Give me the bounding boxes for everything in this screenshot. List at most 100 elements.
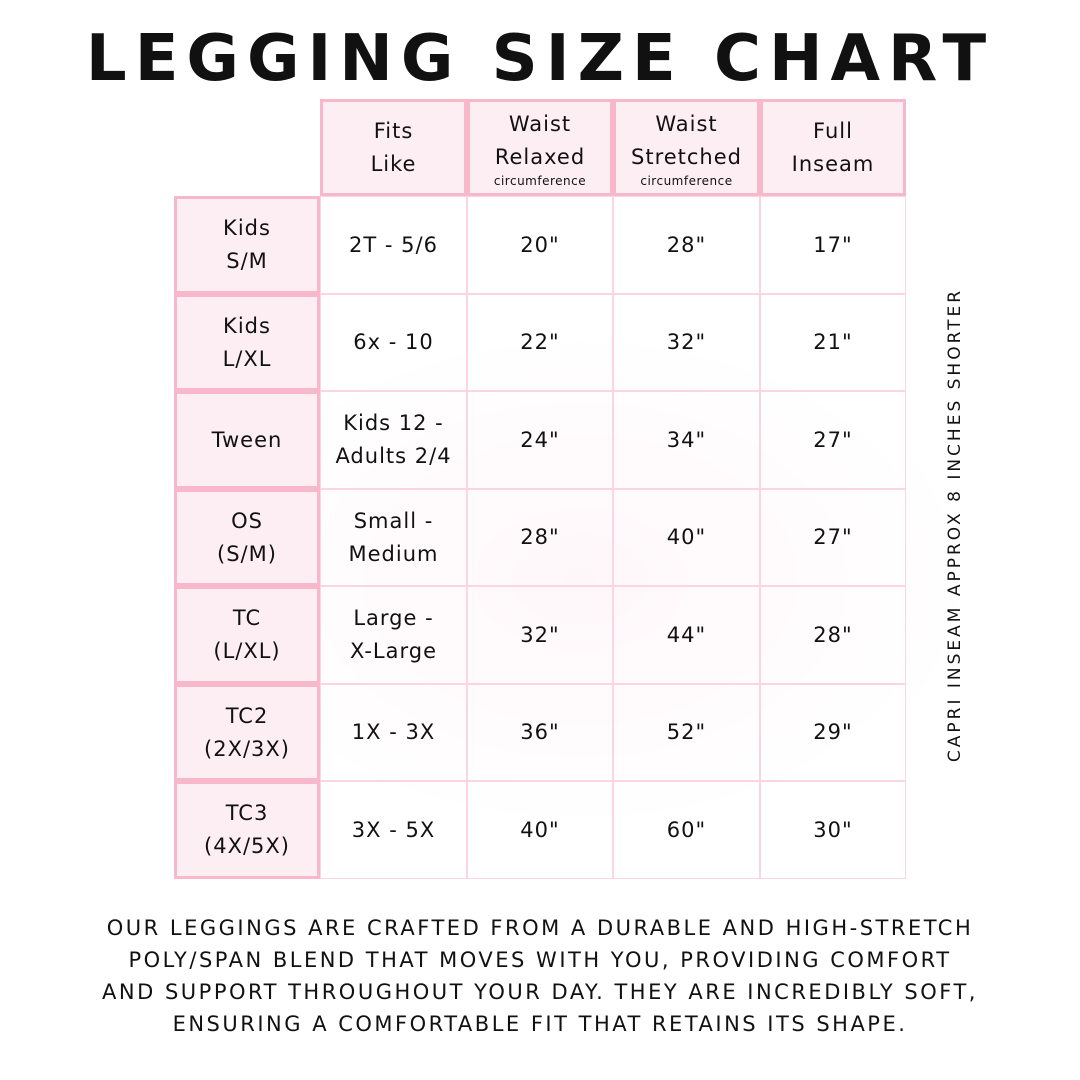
table-cell: 3X - 5X bbox=[320, 781, 467, 879]
inseam-value: 28" bbox=[813, 622, 853, 647]
column-header-subtext: circumference bbox=[640, 173, 733, 188]
relaxed-value: 40" bbox=[520, 817, 560, 842]
stretched-value: 60" bbox=[666, 817, 707, 842]
table-cell: 17" bbox=[760, 196, 906, 294]
table-cell: 28" bbox=[613, 196, 760, 294]
table-cell: 22" bbox=[467, 294, 613, 391]
table-cell: 2T - 5/6 bbox=[320, 196, 467, 294]
table-cell: 40" bbox=[467, 781, 613, 879]
table-cell: 1X - 3X bbox=[320, 684, 467, 781]
capri-note: CAPRI INSEAM APPROX 8 INCHES SHORTER bbox=[945, 287, 965, 763]
table-cell: 52" bbox=[613, 684, 760, 781]
stretched-value: 52" bbox=[666, 720, 707, 744]
table-cell: 34" bbox=[613, 391, 760, 489]
table-cell: 28" bbox=[467, 489, 613, 586]
description-line: poly/span blend that moves with you, pro… bbox=[128, 948, 952, 972]
table-cell: 27" bbox=[760, 489, 906, 586]
fits-like-value: 1X - 3X bbox=[351, 720, 436, 744]
row-header: TC3 (4X/5X) bbox=[174, 781, 320, 879]
relaxed-value: 22" bbox=[520, 330, 560, 354]
column-header-text: Like bbox=[370, 151, 417, 176]
fits-like-value: 2T - 5/6 bbox=[349, 232, 438, 257]
column-header-text: Fits bbox=[373, 118, 414, 143]
fits-like-value: 6x - 10 bbox=[353, 330, 434, 354]
size-label: (2X/3X) bbox=[204, 736, 290, 761]
fits-like-value: Small - bbox=[353, 508, 434, 533]
relaxed-value: 36" bbox=[520, 720, 560, 744]
table-cell: Large - X-Large bbox=[320, 586, 467, 684]
inseam-value: 29" bbox=[813, 720, 853, 744]
column-header-text: Relaxed bbox=[494, 144, 586, 169]
description-line: Our leggings are crafted from a durable … bbox=[106, 916, 974, 940]
table-cell: 30" bbox=[760, 781, 906, 879]
size-label: (L/XL) bbox=[213, 639, 281, 663]
size-label: (4X/5X) bbox=[204, 834, 290, 858]
row-header: Kids L/XL bbox=[174, 294, 320, 391]
inseam-value: 30" bbox=[813, 817, 853, 842]
page-title: LEGGING SIZE CHART bbox=[85, 22, 995, 96]
column-header-text: Inseam bbox=[791, 151, 875, 176]
description-line: ensuring a comfortable fit that retains … bbox=[172, 1012, 908, 1036]
column-header-text: Full bbox=[813, 118, 853, 143]
table-cell: 44" bbox=[613, 586, 760, 684]
column-header: Fits Like bbox=[320, 99, 467, 196]
stretched-value: 28" bbox=[666, 232, 707, 257]
fits-like-value: Large - bbox=[353, 606, 434, 630]
size-label: TC bbox=[232, 606, 262, 630]
row-header: Kids S/M bbox=[174, 196, 320, 294]
size-label: TC3 bbox=[225, 801, 269, 825]
table-cell: 27" bbox=[760, 391, 906, 489]
column-header-text: Waist bbox=[508, 111, 572, 136]
size-label: Tween bbox=[211, 427, 283, 452]
inseam-value: 21" bbox=[813, 330, 853, 354]
relaxed-value: 24" bbox=[520, 427, 560, 452]
fits-like-value: X-Large bbox=[349, 639, 437, 663]
description: Our leggings are crafted from a durable … bbox=[0, 912, 1080, 1040]
table-cell: 60" bbox=[613, 781, 760, 879]
size-label: Kids bbox=[223, 216, 271, 240]
table-cell: 24" bbox=[467, 391, 613, 489]
table-cell: Kids 12 - Adults 2/4 bbox=[320, 391, 467, 489]
row-header: TC (L/XL) bbox=[174, 586, 320, 684]
size-label: S/M bbox=[226, 249, 268, 273]
fits-like-value: 3X - 5X bbox=[351, 817, 436, 842]
inseam-value: 27" bbox=[813, 427, 853, 452]
size-label: (S/M) bbox=[217, 541, 277, 566]
row-header: TC2 (2X/3X) bbox=[174, 684, 320, 781]
relaxed-value: 32" bbox=[520, 622, 560, 647]
inseam-value: 17" bbox=[813, 232, 853, 257]
table-cell: 40" bbox=[613, 489, 760, 586]
column-header-subtext: circumference bbox=[493, 173, 587, 188]
size-label: OS bbox=[231, 508, 263, 533]
table-cell: 32" bbox=[467, 586, 613, 684]
column-header: Waist Relaxed circumference bbox=[467, 99, 613, 196]
fits-like-value: Medium bbox=[348, 541, 439, 566]
size-label: Kids bbox=[223, 313, 271, 338]
column-header: Full Inseam bbox=[760, 99, 906, 196]
table-cell: 20" bbox=[467, 196, 613, 294]
size-label: L/XL bbox=[222, 346, 272, 371]
table-cell: 32" bbox=[613, 294, 760, 391]
table-cell: 36" bbox=[467, 684, 613, 781]
stretched-value: 44" bbox=[666, 622, 707, 647]
column-header-text: Waist bbox=[655, 111, 718, 136]
column-header: Waist Stretched circumference bbox=[613, 99, 760, 196]
fits-like-value: Kids 12 - bbox=[343, 411, 444, 435]
row-header: Tween bbox=[174, 391, 320, 489]
size-label: TC2 bbox=[225, 703, 269, 728]
table-cell: 21" bbox=[760, 294, 906, 391]
column-header-text: Stretched bbox=[631, 144, 742, 169]
inseam-value: 27" bbox=[813, 525, 853, 549]
stretched-value: 40" bbox=[666, 525, 707, 549]
fits-like-value: Adults 2/4 bbox=[335, 444, 452, 468]
description-line: and support throughout your day. They ar… bbox=[102, 980, 978, 1004]
table-cell: Small - Medium bbox=[320, 489, 467, 586]
table-cell: 29" bbox=[760, 684, 906, 781]
table-cell: 28" bbox=[760, 586, 906, 684]
stretched-value: 32" bbox=[666, 330, 707, 354]
table-cell: 6x - 10 bbox=[320, 294, 467, 391]
relaxed-value: 28" bbox=[520, 525, 560, 549]
row-header: OS (S/M) bbox=[174, 489, 320, 586]
relaxed-value: 20" bbox=[520, 232, 560, 257]
stretched-value: 34" bbox=[666, 427, 707, 452]
